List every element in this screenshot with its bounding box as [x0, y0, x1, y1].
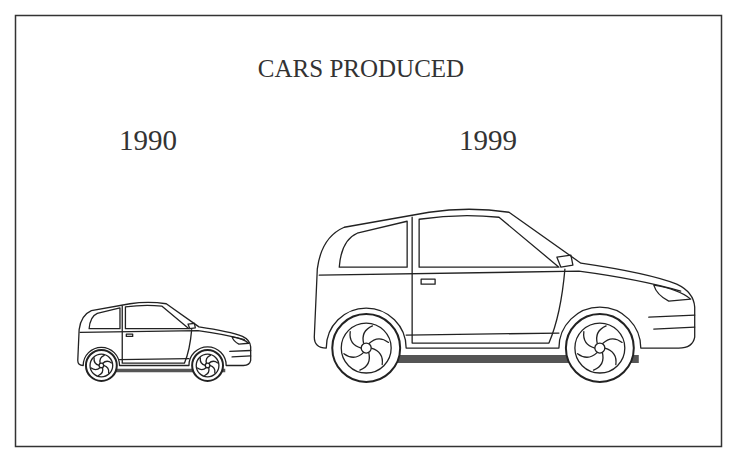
marks [78, 209, 695, 382]
car-tire [86, 350, 117, 381]
car-icon [78, 302, 251, 381]
car-spoke [605, 348, 616, 364]
car-icon [314, 209, 694, 382]
car-hub [205, 363, 210, 368]
car-spoke [104, 365, 109, 372]
car-tire [332, 314, 400, 382]
car-rim [90, 354, 113, 377]
car-spoke [91, 367, 100, 369]
car-spoke [94, 358, 99, 365]
car-bumper [649, 315, 695, 329]
car-window [339, 221, 407, 267]
car-skirt [120, 358, 189, 360]
frame [16, 16, 722, 447]
car-hub [99, 363, 104, 368]
car-window [419, 216, 559, 268]
car-beltline [319, 271, 680, 291]
car-spoke [369, 339, 389, 344]
car-headlight [654, 285, 691, 301]
background [0, 0, 737, 455]
car-beltline [80, 331, 244, 340]
car-spoke [371, 348, 382, 364]
car-rim [341, 323, 391, 373]
chart-container: CARS PRODUCED 1990 1999 [0, 0, 737, 455]
car-spoke [210, 365, 215, 372]
car-door-handle [126, 334, 132, 336]
car-spoke [209, 361, 218, 363]
car-door [412, 217, 565, 343]
car-headlight [232, 337, 249, 344]
chart-svg: CARS PRODUCED 1990 1999 [0, 0, 737, 455]
car-skirt [406, 333, 559, 335]
car-spoke [344, 352, 364, 357]
category-label: 1999 [459, 124, 517, 156]
car-spoke [602, 339, 622, 344]
car-rim [196, 354, 219, 377]
car-spoke [578, 352, 598, 357]
category-labels: 1990 1999 [119, 124, 517, 156]
car-hub [361, 343, 371, 353]
category-label: 1990 [119, 124, 177, 156]
car-spoke [103, 361, 112, 363]
car-tire [566, 314, 634, 382]
car-mirror [188, 323, 195, 328]
car-tire [192, 350, 223, 381]
car-window [125, 305, 189, 328]
car-spoke [197, 367, 206, 369]
car-rim [575, 323, 625, 373]
car-door [122, 306, 191, 363]
car-spoke [584, 332, 595, 348]
car-body [78, 302, 251, 365]
car-door-handle [421, 279, 435, 284]
car-bumper [230, 351, 251, 357]
car-spoke [350, 332, 361, 348]
car-spoke [200, 358, 205, 365]
chart-title: CARS PRODUCED [258, 55, 464, 82]
car-mirror [557, 255, 573, 267]
car-window [89, 308, 120, 329]
car-hub [595, 343, 605, 353]
